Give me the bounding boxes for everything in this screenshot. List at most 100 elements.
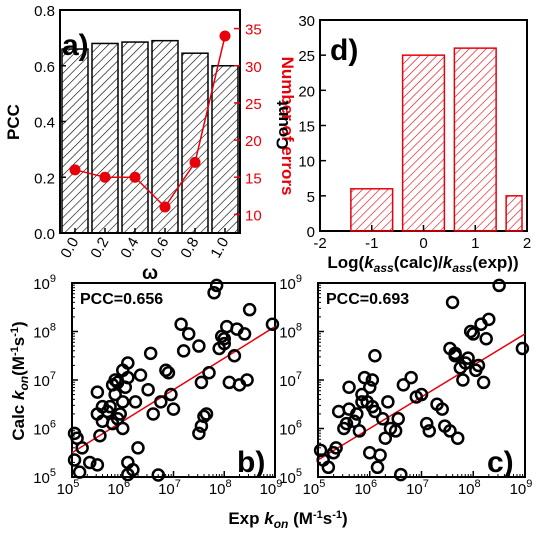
panel-b-xtick-label: 108 <box>209 478 232 498</box>
panel-d-xtick-label: 0 <box>419 235 427 252</box>
panel-c-ytick-label: 107 <box>279 370 302 390</box>
panel-b-point <box>181 327 196 341</box>
panel-a-y2tick-label: 15 <box>245 170 262 187</box>
panel-b-point <box>199 407 214 421</box>
panel-b-xtick-label: 105 <box>57 478 80 498</box>
panel-c-point <box>461 351 475 365</box>
panel-b-xtick-exp: 6 <box>124 478 130 490</box>
panel-b-point <box>242 302 257 317</box>
panel-d: 0 5 10 15 20 25 30 -2 -1 0 1 2 d) Count Log(kass(c… <box>273 13 531 275</box>
panel-c-point <box>445 295 460 310</box>
panel-a-ytick-label: 0.4 <box>34 115 55 132</box>
panel-a-y2tick-label: 10 <box>245 207 262 224</box>
panel-c-point <box>515 341 530 356</box>
panel-a-ytick-label: 0.8 <box>34 3 55 20</box>
panel-c-point <box>479 332 493 346</box>
panel-b-point <box>90 385 105 399</box>
panel-a-bars <box>61 39 239 234</box>
panel-b-ytick-label: 106 <box>33 419 56 439</box>
panel-d-ytick-label: 0 <box>307 224 315 241</box>
panel-a-ytick-label: 0.2 <box>34 170 55 187</box>
panel-c-point <box>339 416 354 431</box>
panel-c-point <box>388 424 403 438</box>
panel-c-point <box>492 278 506 293</box>
panel-c-point <box>350 407 364 421</box>
panel-d-bars <box>350 47 523 232</box>
panel-c-xtick-label: 109 <box>510 478 533 498</box>
panel-b-point <box>116 395 130 409</box>
panel-d-ytick-label: 25 <box>298 48 315 65</box>
panel-b-point <box>110 375 125 390</box>
panel-b-point <box>227 349 242 363</box>
panel-b-ytick-exp: 8 <box>50 322 56 334</box>
panel-c-pcc: PCC=0.693 <box>326 291 409 308</box>
panel-a-bar <box>121 41 149 234</box>
panel-a-y2tick-label: 30 <box>245 59 262 76</box>
panel-b-point <box>154 395 168 409</box>
panel-d-bar <box>505 195 523 232</box>
panel-b-ytick-exp: 5 <box>50 467 56 479</box>
panel-b-point <box>164 387 178 402</box>
panel-d-ytick-label: 20 <box>298 83 315 100</box>
panel-b-point <box>161 365 176 380</box>
panel-b-point <box>146 407 160 421</box>
panel-c-point <box>448 346 462 361</box>
panel-b-point <box>108 373 122 387</box>
panel-c-point <box>365 399 380 414</box>
panel-c-xtick-exp: 8 <box>475 478 481 490</box>
panel-c-ytick-label: 106 <box>279 419 302 439</box>
panel-b-xtick-exp: 8 <box>226 478 232 490</box>
panel-b-point <box>159 363 173 378</box>
panel-b-point <box>207 285 221 300</box>
panel-c-point <box>342 380 356 395</box>
panel-b-point <box>67 453 82 467</box>
panel-c-point <box>370 460 385 475</box>
panel-a-bar <box>211 65 239 234</box>
bottom-xlabel: Exp kon (M-1s-1) <box>228 509 347 531</box>
panel-a-line-point <box>219 30 231 42</box>
panel-a-bar <box>91 42 119 234</box>
panel-b-point <box>202 365 216 380</box>
panel-b-xtick-exp: 9 <box>276 478 282 490</box>
panel-b-point <box>75 441 89 455</box>
panel-b-point <box>194 419 209 433</box>
panel-a-xtick-label: 1.0 <box>207 235 232 262</box>
panel-b-point <box>83 455 97 470</box>
panel-c-point <box>482 312 496 327</box>
panel-b-point <box>192 339 206 353</box>
panel-a-xtick-label: 0.0 <box>57 235 82 262</box>
panel-b-ytick-label: 109 <box>33 273 56 293</box>
panel-b-ytick-exp: 7 <box>50 370 56 382</box>
panel-b-point <box>121 455 135 470</box>
panel-a-y2tick-label: 25 <box>245 96 262 113</box>
panel-c-point <box>466 327 480 341</box>
panel-a-y2label: Number of errors <box>278 57 297 196</box>
panel-c-point <box>373 448 387 462</box>
panel-c-point <box>368 349 382 363</box>
panel-a-xtick-label: 0.2 <box>87 235 112 262</box>
panel-a-line-point <box>99 171 111 183</box>
panel-b-point <box>192 426 206 441</box>
panel-c-point <box>422 424 437 438</box>
panel-c-point <box>419 416 434 431</box>
panel-b-point <box>174 317 188 331</box>
panel-d-ylabel: Count <box>273 100 292 149</box>
panel-c-point <box>414 387 429 402</box>
panel-b-point <box>131 441 145 455</box>
panel-b-xtick-label: 106 <box>107 478 130 498</box>
panel-b-ytick-label: 108 <box>33 322 56 342</box>
panel-c-point <box>381 395 395 409</box>
panel-b-point <box>217 332 231 346</box>
panel-c-point <box>329 441 343 455</box>
panel-c-ytick-label: 109 <box>279 273 302 293</box>
panel-c-ytick-label: 105 <box>279 467 302 487</box>
panel-b-point <box>176 344 191 358</box>
panel-c-xtick-label: 107 <box>406 478 429 498</box>
panel-a-xtick-label: 0.8 <box>177 235 202 262</box>
panel-b-ytick-label: 107 <box>33 370 56 390</box>
panel-c-point <box>352 424 367 438</box>
panel-a-left-axis: 0.0 0.2 0.4 0.6 0.8 <box>34 3 66 243</box>
panel-a-bar <box>61 48 89 234</box>
panel-c-point <box>404 370 418 385</box>
